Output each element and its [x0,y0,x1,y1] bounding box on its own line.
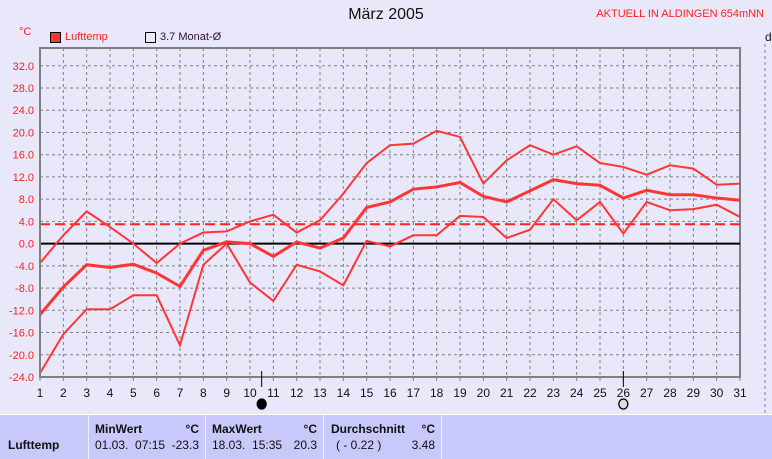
x-tick-label: 8 [200,386,207,400]
min-column: MinWert °C 01.03. 07:15 -23.3 [88,415,205,459]
y-tick-label: -24.0 [9,372,34,384]
y-tick-label: 16.0 [13,150,34,162]
chart-title: März 2005 [348,6,424,23]
max-header: MaxWert [212,422,262,436]
x-tick-label: 7 [177,386,184,400]
y-tick-label: 0.0 [19,239,34,251]
legend-lufttemp[interactable]: Lufttemp [50,31,108,43]
legend-monthly-mean[interactable]: 3.7 Monat-Ø [145,31,221,43]
y-tick-label: 32.0 [13,61,34,73]
x-tick-label: 23 [547,386,561,400]
x-tick-label: 13 [313,386,327,400]
series-line-min [39,197,741,374]
x-tick-label: 19 [453,386,467,400]
min-header: MinWert [95,422,143,436]
x-tick-label: 30 [710,386,724,400]
x-tick-label: 25 [593,386,607,400]
right-axis-label: d [765,30,772,44]
x-tick-label: 21 [500,386,514,400]
y-tick-label: -12.0 [9,305,34,317]
legend-label: Lufttemp [65,31,108,43]
temperature-chart: 1 2 3 4 5 6 7 8 9 10 11 12 13 14 15 16 17 18 19 20 21 22 23 24 2… [9,44,766,414]
x-tick-label: 20 [477,386,491,400]
y-tick-label: 4.0 [19,216,34,228]
x-tick-label: 16 [383,386,397,400]
avg-unit: °C [421,422,435,436]
x-tick-label: 1 [37,386,44,400]
x-tick-label: 22 [523,386,537,400]
x-tick-label: 14 [337,386,351,400]
x-tick-label: 18 [430,386,444,400]
avg-value: 3.48 [411,438,435,452]
max-unit: °C [303,422,317,436]
x-tick-label: 12 [290,386,304,400]
legend-label: 3.7 Monat-Ø [160,31,222,43]
avg-header: Durchschnitt [331,422,406,436]
x-tick-label: 10 [243,386,257,400]
empty-column [441,415,772,459]
y-tick-label: 28.0 [13,83,34,95]
x-tick-label: 24 [570,386,584,400]
x-tick-label: 11 [267,386,280,400]
x-tick-label: 17 [407,386,421,400]
x-tick-label: 5 [130,386,137,400]
full-moon-icon [256,398,267,410]
min-time: 01.03. 07:15 [95,438,166,452]
x-tick-label: 29 [687,386,701,400]
x-tick-label: 31 [733,386,747,400]
y-tick-label: -8.0 [15,283,34,295]
y-tick-label: -16.0 [9,328,34,340]
x-tick-label: 9 [223,386,230,400]
y-axis-unit: °C [19,26,32,38]
x-tick-label: 2 [60,386,67,400]
series-line-mean [38,178,741,316]
min-unit: °C [185,422,199,436]
new-moon-icon [618,398,629,410]
y-tick-label: -4.0 [15,261,34,273]
y-tick-label: 24.0 [13,105,34,117]
legend-swatch [50,31,61,43]
x-tick-label: 27 [640,386,654,400]
x-tick-label: 3 [83,386,90,400]
max-value: 20.3 [293,438,317,452]
y-tick-label: 20.0 [13,127,34,139]
x-tick-label: 15 [360,386,374,400]
max-column: MaxWert °C 18.03. 15:35 20.3 [205,415,323,459]
legend-swatch [145,31,156,43]
x-tick-label: 28 [663,386,677,400]
station-label: AKTUELL IN ALDINGEN 654mNN [596,8,764,20]
avg-deviation: ( - 0.22 ) [336,438,382,452]
y-tick-label: 8.0 [19,194,34,206]
x-tick-label: 4 [107,386,114,400]
max-time: 18.03. 15:35 [212,438,283,452]
series-line-max [39,129,741,265]
stats-panel: Lufttemp MinWert °C 01.03. 07:15 -23.3 M… [0,414,772,459]
x-tick-label: 6 [153,386,160,400]
stats-row-label: Lufttemp [8,438,60,452]
x-tick-label: 26 [617,386,631,400]
y-tick-label: 12.0 [13,172,34,184]
y-tick-label: -20.0 [9,350,34,362]
min-value: -23.3 [171,438,199,452]
avg-column: Durchschnitt °C ( - 0.22 ) 3.48 [323,415,441,459]
